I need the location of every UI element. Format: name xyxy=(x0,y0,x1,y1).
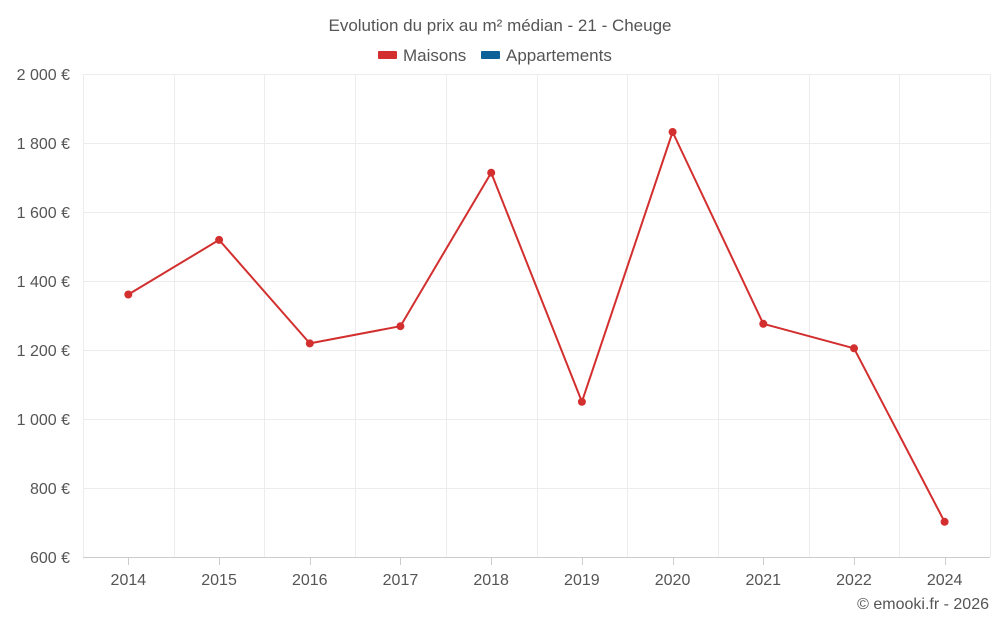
legend-label-maisons: Maisons xyxy=(403,46,466,65)
data-point-maisons-2017[interactable] xyxy=(396,322,405,331)
legend: Maisons Appartements xyxy=(378,46,612,65)
x-tick-label: 2015 xyxy=(201,572,237,589)
y-gridlines xyxy=(83,74,990,489)
y-tick-label: 1 800 € xyxy=(17,136,70,153)
series-layer xyxy=(124,128,949,526)
credit-text: © emooki.fr - 2026 xyxy=(857,596,989,613)
legend-swatch-maisons xyxy=(378,51,397,59)
legend-item-maisons[interactable]: Maisons xyxy=(378,46,466,65)
y-tick-label: 1 000 € xyxy=(17,412,70,429)
y-tick-label: 1 200 € xyxy=(17,343,70,360)
data-point-maisons-2015[interactable] xyxy=(215,235,224,244)
legend-swatch-appartements xyxy=(481,51,500,59)
x-tick-label: 2024 xyxy=(927,572,963,589)
x-tick-label: 2022 xyxy=(836,572,872,589)
chart-title: Evolution du prix au m² médian - 21 - Ch… xyxy=(328,16,671,35)
x-tick-label: 2014 xyxy=(111,572,147,589)
data-point-maisons-2021[interactable] xyxy=(759,319,768,328)
x-tick-label: 2017 xyxy=(383,572,419,589)
data-point-maisons-2020[interactable] xyxy=(668,128,677,136)
legend-label-appartements: Appartements xyxy=(506,46,612,65)
y-tick-label: 1 400 € xyxy=(17,274,70,291)
series-line-maisons xyxy=(127,131,946,523)
x-axis-ticks: 2014 2015 2016 2017 2018 2019 2020 2021 2022 2024 xyxy=(111,557,963,589)
y-tick-label: 800 € xyxy=(30,481,70,498)
y-tick-label: 1 600 € xyxy=(17,205,70,222)
legend-item-appartements[interactable]: Appartements xyxy=(481,46,612,65)
y-tick-label: 600 € xyxy=(30,550,70,567)
data-point-maisons-2022[interactable] xyxy=(850,344,858,353)
x-gridlines xyxy=(83,74,991,557)
data-point-maisons-2024[interactable] xyxy=(940,517,949,526)
data-point-maisons-2014[interactable] xyxy=(124,290,133,299)
data-point-maisons-2019[interactable] xyxy=(577,397,586,406)
data-point-maisons-2016[interactable] xyxy=(305,339,314,348)
x-tick-label: 2018 xyxy=(473,572,509,589)
y-axis-ticks: 600 € 800 € 1 000 € 1 200 € 1 400 € 1 600 € 1 … xyxy=(17,67,70,567)
x-tick-label: 2021 xyxy=(745,572,781,589)
x-tick-label: 2016 xyxy=(292,572,328,589)
x-tick-label: 2019 xyxy=(564,572,600,589)
data-point-maisons-2018[interactable] xyxy=(487,168,496,177)
x-tick-label: 2020 xyxy=(655,572,691,589)
y-tick-label: 2 000 € xyxy=(17,67,70,84)
